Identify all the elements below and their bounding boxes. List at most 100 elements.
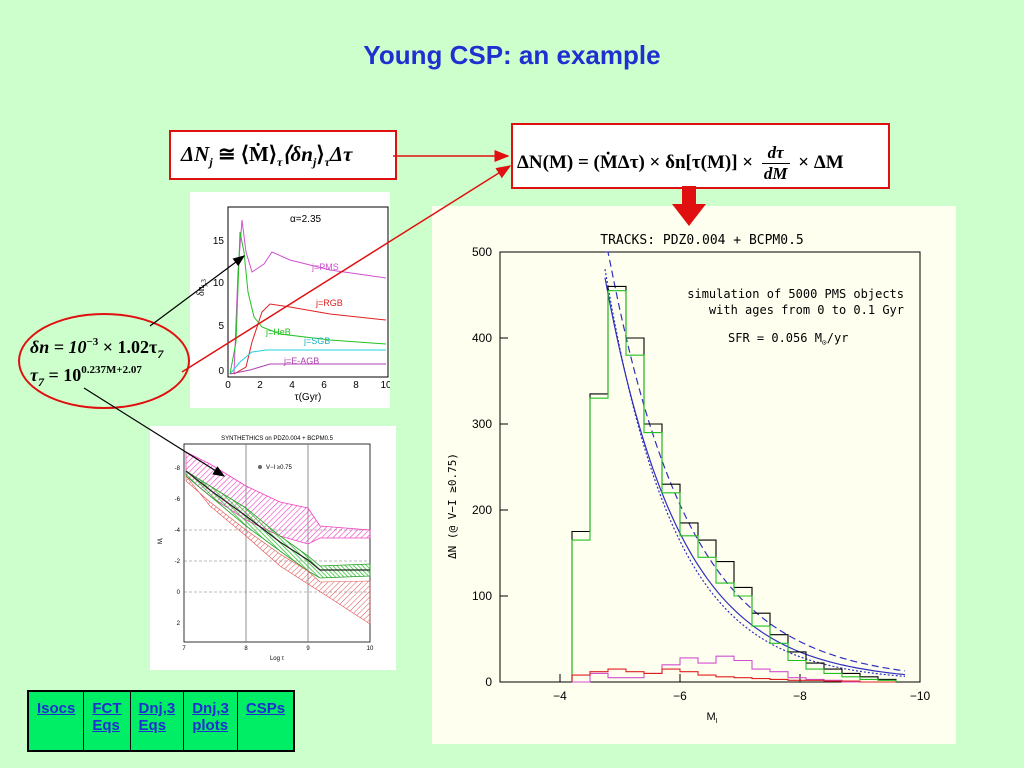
plot1-label-sgb: j=SGB: [303, 336, 330, 346]
eq1-rhs-sub3: τ: [324, 155, 330, 169]
plot-delta-n-vs-tau: α=2.35 15 10 5 0 0 2 4 6 8 10 τ(Gyr) δnj…: [190, 192, 390, 408]
main-chart-frame: [499, 251, 921, 683]
ell-line1-exp: −3: [86, 336, 99, 348]
plot1-ytick-5: 5: [218, 321, 224, 332]
big-arrow-head: [672, 204, 706, 226]
plot1-curve-sgb: [229, 349, 386, 375]
ellipse-equation-line1: δn = 10−3 × 1.02τ7: [30, 336, 163, 362]
plot2-legend-marker: [258, 465, 262, 469]
plot2-xlabel: Log τ: [270, 656, 285, 662]
nav-cell-csps: CSPs: [236, 690, 295, 752]
main-xtick-3: −10: [910, 689, 931, 703]
plot2-xtick-8: 8: [244, 646, 248, 652]
plot-synthetics: SYNTHETHICS on PDZ0.004 + BCPM0.5 V−I ≥0…: [150, 426, 396, 670]
ellipse-equation-line2: τ7 = 100.237M+2.07: [30, 364, 142, 390]
ell-line2-b: = 10: [44, 365, 82, 385]
eq1-lhs: ΔN: [181, 142, 210, 166]
plot1-label-heb: j=HeB: [265, 327, 291, 337]
model-curve-dotted: [604, 269, 906, 677]
eq2-frac-num: dτ: [761, 143, 790, 164]
eq2-part1: ΔN(M) = (ṀΔτ) × δn[τ(M)] ×: [517, 151, 754, 173]
plot1-label-rgb: j=RGB: [315, 298, 343, 308]
plot2-ytick-m4: -4: [175, 528, 181, 534]
plot1-ylabel: δnj,3: [196, 279, 208, 296]
plot1-xtick-2: 2: [257, 380, 263, 391]
plot2-band-green: [185, 470, 371, 579]
main-chart-annotation-1: simulation of 5000 PMS objects: [687, 287, 904, 301]
model-curve-solid: [604, 277, 906, 676]
equation-box-delta-n-j: ΔNj ≅ ⟨Ṁ⟩τ⟨δnj⟩τΔτ: [169, 130, 397, 180]
plot2-ytick-0: 0: [177, 590, 181, 596]
main-xtick-0: −4: [553, 689, 567, 703]
equation-delta-n-j: ΔNj ≅ ⟨Ṁ⟩τ⟨δnj⟩τΔτ: [181, 142, 352, 170]
eq1-rhs: ≅ ⟨Ṁ⟩: [212, 142, 277, 166]
plot-histogram-delta-n: TRACKS: PDZ0.004 + BCPM0.5 simulation of…: [432, 206, 956, 744]
plot1-xtick-4: 4: [289, 380, 295, 391]
ell-line2-a: τ: [30, 365, 38, 385]
eq2-frac-den: dM: [763, 164, 788, 183]
ell-line1-sub: 7: [157, 347, 164, 361]
plot2-xtick-10: 10: [367, 646, 374, 652]
eq1-rhs-sub1: τ: [277, 155, 283, 169]
plot2-xtick-7: 7: [182, 646, 186, 652]
model-curve-dashed: [605, 251, 906, 672]
main-ytick-200: 200: [472, 503, 492, 517]
nav-cell-dnj3-eqs: Dnj,3 Eqs: [129, 690, 185, 752]
plot2-ytick-m6: -6: [175, 497, 181, 503]
main-chart-title: TRACKS: PDZ0.004 + BCPM0.5: [600, 233, 804, 248]
plot2-band-red: [185, 475, 371, 625]
eq1-rhs3: ⟩: [316, 142, 325, 166]
nav-link-fct-eqs[interactable]: FCT Eqs: [92, 700, 122, 734]
plot1-xtick-0: 0: [225, 380, 231, 391]
nav-link-isocs[interactable]: Isocs: [37, 700, 76, 717]
ell-line1-a: δn = 10: [30, 337, 87, 357]
plot2-ytick-2: 2: [177, 621, 181, 627]
plot2-ytick-m2: -2: [175, 559, 181, 565]
plot1-curve-pms: [233, 219, 387, 375]
main-chart-xlabel: MI: [706, 711, 717, 725]
plot2-legend: V−I ≥0.75: [266, 465, 292, 471]
nav-table: Isocs FCT Eqs Dnj,3 Eqs Dnj,3 plots CSPs: [27, 690, 296, 752]
nav-cell-dnj3-plots: Dnj,3 plots: [183, 690, 238, 752]
nav-link-dnj3-eqs[interactable]: Dnj,3 Eqs: [138, 700, 176, 734]
arrow-ellipse-to-plot1: [149, 255, 245, 327]
eq2-fraction: dτ dM: [761, 143, 790, 184]
plot1-curve-heb: [229, 231, 387, 375]
plot2-xtick-9: 9: [306, 646, 310, 652]
plot1-ytick-0: 0: [218, 366, 224, 377]
plot1-curve-eagb: [229, 363, 386, 375]
plot1-xtick-6: 6: [321, 380, 327, 391]
eq1-rhs-sub2: j: [312, 155, 317, 169]
ellipse-highlight: [18, 313, 190, 409]
equation-delta-n-m: ΔN(M) = (ṀΔτ) × δn[τ(M)] × dτ dM × ΔM: [517, 143, 844, 184]
plot2-ytick-m8: -8: [175, 466, 181, 472]
nav-link-csps[interactable]: CSPs: [245, 700, 286, 717]
plot1-curve-rgb: [233, 303, 387, 375]
eq2-part2: × ΔM: [798, 151, 844, 173]
nav-cell-isocs: Isocs: [27, 690, 85, 752]
main-chart-ylabel: ΔN (@ V−I ≥0.75): [446, 453, 459, 559]
big-arrow-shaft: [682, 186, 696, 206]
main-ytick-100: 100: [472, 589, 492, 603]
ell-line2-exp: 0.237M+2.07: [81, 364, 142, 376]
plot1-frame: [227, 206, 389, 378]
main-xtick-2: −8: [793, 689, 807, 703]
arrow-ellipse-to-eq2: [181, 165, 512, 373]
plot1-label-eagb: j=E-AGB: [283, 356, 319, 366]
histogram-series-1: [571, 290, 897, 682]
eq1-rhs2: ⟨δn: [282, 142, 313, 166]
histogram-series-3: [571, 668, 896, 683]
main-ytick-300: 300: [472, 417, 492, 431]
eq1-rhs4: Δτ: [329, 142, 353, 166]
nav-link-dnj3-plots[interactable]: Dnj,3 plots: [192, 700, 229, 734]
main-ytick-500: 500: [472, 245, 492, 259]
plot1-xtick-10: 10: [380, 380, 390, 391]
plot1-xlabel: τ(Gyr): [295, 392, 322, 403]
plot1-ytick-15: 15: [213, 236, 225, 247]
main-chart-annotation-3: SFR = 0.056 M⊙/yr: [728, 331, 848, 347]
main-ytick-0: 0: [485, 675, 492, 689]
plot2-mean-line: [185, 470, 370, 571]
ell-line2-sub: 7: [38, 375, 44, 389]
slide-title: Young CSP: an example: [363, 40, 661, 70]
eq1-lhs-sub: j: [209, 155, 213, 169]
